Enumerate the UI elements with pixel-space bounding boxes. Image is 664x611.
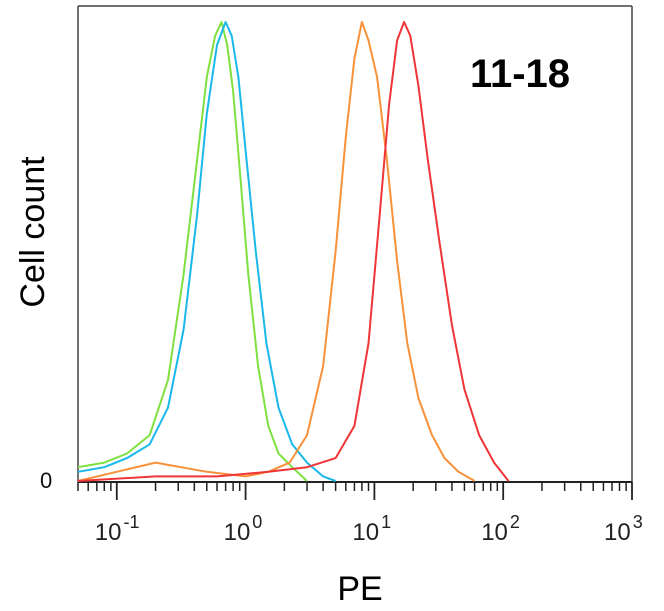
histogram-series-2 [77, 21, 336, 482]
x-ticks-layer: 10 -1 10 0 10 1 10 2 10 3 [77, 482, 643, 546]
histogram-series-4 [77, 21, 510, 482]
x-tick-label-4: 10 3 [604, 512, 643, 546]
x-tick-label-3: 10 2 [481, 512, 520, 546]
y-tick-label-0: 0 [40, 468, 52, 493]
x-tick-label-0: 10 -1 [95, 512, 140, 546]
x-tick-label-1: 10 0 [224, 512, 263, 546]
histogram-series-1 [77, 21, 308, 482]
y-axis-label: Cell count [14, 156, 52, 308]
series-layer [77, 21, 510, 482]
chart-annotation: 11-18 [470, 52, 570, 96]
histogram-series-3 [77, 21, 476, 482]
x-tick-label-2: 10 1 [352, 512, 391, 546]
x-axis-label: PE [337, 570, 382, 608]
